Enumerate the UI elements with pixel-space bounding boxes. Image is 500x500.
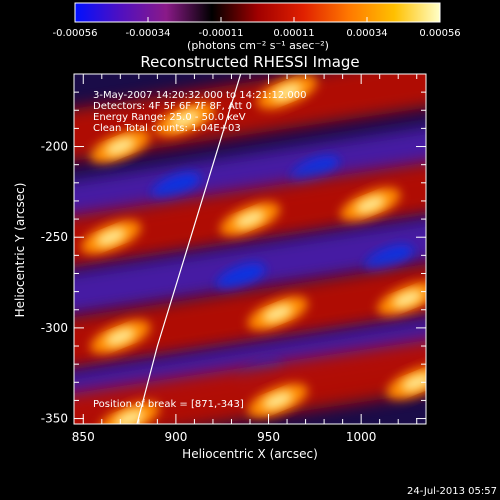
negative-blob — [151, 172, 201, 201]
colorbar-tick-label: -0.00056 — [53, 28, 98, 39]
y-axis-label: Heliocentric Y (arcsec) — [13, 183, 27, 318]
emission-blob-core — [355, 195, 386, 214]
positive-band — [74, 264, 426, 370]
y-tick-label: -350 — [41, 412, 68, 426]
annotation-limb-break: Position of break = [871,-343] — [93, 399, 244, 410]
colorbar-tick-label: -0.00034 — [126, 28, 171, 39]
chart-title: Reconstructed RHESSI Image — [140, 53, 359, 71]
y-tick-label: -250 — [41, 230, 68, 244]
emission-blob-core — [392, 290, 423, 308]
x-axis: 850 900 950 1000 — [72, 74, 418, 444]
emission-blob-core — [401, 373, 426, 392]
x-tick-label: 850 — [72, 430, 95, 444]
x-tick-label: 950 — [257, 430, 280, 444]
emission-blob-core — [105, 328, 136, 346]
negative-blob — [364, 244, 414, 274]
colorbar-tick-label: 0.00011 — [273, 28, 314, 39]
colorbar-tick-label: 0.00034 — [346, 28, 387, 39]
x-tick-label: 1000 — [346, 430, 377, 444]
colorbar-tick-label: -0.00011 — [199, 28, 244, 39]
colorbar — [74, 2, 441, 23]
annotation-clean-counts: Clean Total counts: 1.04E+03 — [93, 123, 241, 134]
y-tick-label: -300 — [41, 321, 68, 335]
negative-blob — [290, 156, 340, 185]
solar-limb-line — [136, 74, 242, 424]
emission-blob-core — [262, 391, 293, 410]
emission-blob-core — [114, 409, 145, 424]
positive-band — [74, 340, 426, 424]
y-tick-label: -200 — [41, 140, 68, 154]
y-axis: -200 -250 -300 -350 — [41, 73, 426, 426]
x-tick-label: 900 — [164, 430, 187, 444]
colorbar-ticks: -0.00056 -0.00034 -0.00011 0.00011 0.00034 0.… — [53, 17, 461, 39]
footer-timestamp: 24-Jul-2013 05:57 — [407, 486, 497, 497]
negative-blob — [216, 263, 266, 292]
annotation-time-range: 3-May-2007 14:20:32.000 to 14:21:12.000 — [93, 90, 306, 101]
emission-blob-core — [234, 210, 266, 228]
emission-blob-core — [271, 83, 303, 101]
emission-blob-core — [170, 110, 201, 129]
heatmap-layer — [74, 74, 426, 424]
emission-blob-core — [262, 304, 293, 323]
emission-blob-core — [105, 137, 136, 156]
colorbar-tick-label: 0.00056 — [419, 28, 460, 39]
annotation-detectors: Detectors: 4F 5F 6F 7F 8F, Att 0 — [93, 101, 252, 112]
x-axis-label: Heliocentric X (arcsec) — [182, 447, 318, 461]
colorbar-unit-label: (photons cm⁻² s⁻¹ asec⁻²) — [187, 39, 329, 52]
annotation-energy-range: Energy Range: 25.0 - 50.0 keV — [93, 112, 246, 123]
emission-blob-core — [95, 228, 127, 247]
positive-band — [74, 74, 426, 161]
